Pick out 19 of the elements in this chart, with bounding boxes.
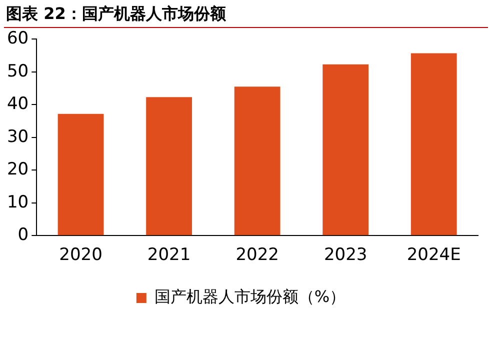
y-tick-label: 0 bbox=[18, 225, 29, 246]
y-tick-label: 20 bbox=[6, 160, 29, 180]
y-tick-label: 30 bbox=[6, 126, 29, 147]
x-tick-label: 2020 bbox=[59, 245, 102, 266]
bar bbox=[322, 64, 369, 236]
legend-label: 国产机器人市场份额（%） bbox=[154, 287, 346, 306]
chart-title: 图表 22：国产机器人市场份额 bbox=[6, 4, 226, 25]
bar bbox=[146, 97, 192, 236]
y-tick-label: 60 bbox=[6, 28, 29, 49]
x-tick-label: 2024E bbox=[406, 245, 461, 266]
x-tick-label: 2022 bbox=[236, 245, 279, 266]
y-tick-label: 10 bbox=[6, 192, 29, 212]
y-tick-label: 50 bbox=[6, 61, 29, 82]
x-tick-label: 2021 bbox=[147, 245, 191, 266]
bar bbox=[410, 53, 457, 236]
x-tick-label: 2023 bbox=[324, 245, 368, 266]
y-tick-label: 40 bbox=[6, 94, 29, 114]
bar bbox=[58, 114, 104, 236]
bar bbox=[234, 86, 280, 236]
